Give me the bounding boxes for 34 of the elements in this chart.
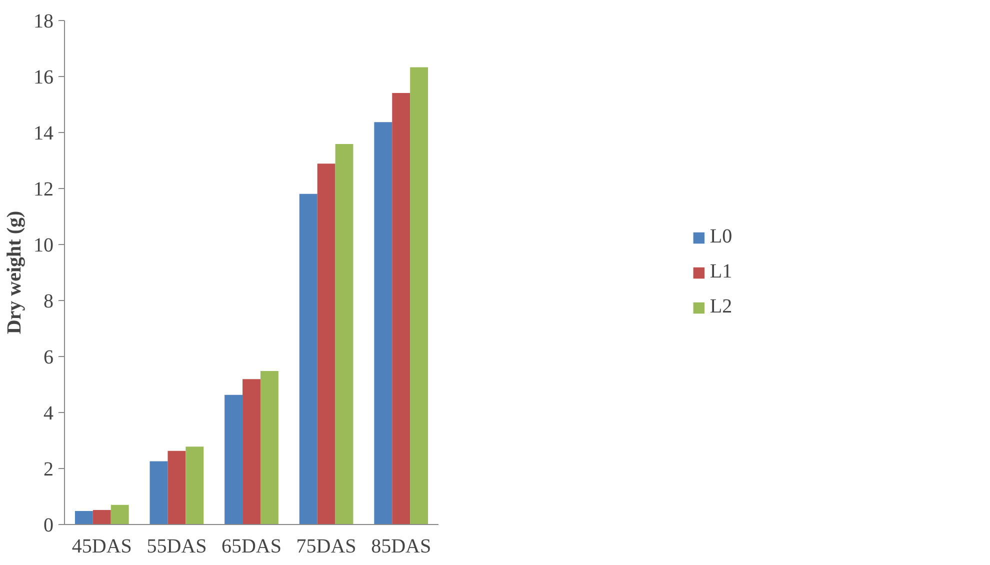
bar (92, 510, 111, 524)
bar (186, 446, 204, 524)
bar (335, 144, 354, 524)
y-tick-label: 12 (34, 178, 54, 200)
y-tick-label: 6 (44, 346, 54, 368)
bar (242, 379, 260, 524)
bar (110, 504, 129, 524)
bar (224, 394, 243, 524)
x-tick-label: 55DAS (146, 536, 207, 558)
y-tick-label: 8 (44, 290, 54, 312)
legend-label: L2 (710, 296, 732, 318)
bar (410, 67, 428, 524)
bar (317, 164, 336, 524)
bar (392, 93, 410, 524)
y-axis-title: Dry weight (g) (4, 210, 26, 334)
x-tick-label: 45DAS (72, 536, 132, 558)
y-tick-label: 10 (34, 234, 54, 256)
y-tick-label: 2 (44, 458, 54, 480)
y-tick-label: 18 (34, 10, 54, 32)
legend-label: L1 (710, 260, 732, 284)
bar (260, 371, 278, 524)
x-tick-label: 75DAS (296, 536, 356, 558)
legend-label: L0 (710, 226, 732, 248)
bar (168, 450, 186, 524)
y-tick-label: 16 (34, 66, 54, 88)
bar (150, 461, 168, 524)
bar (299, 194, 318, 524)
x-tick-label: 85DAS (371, 536, 432, 558)
y-tick-label: 4 (44, 402, 54, 424)
bar (74, 511, 93, 524)
y-tick-label: 14 (34, 122, 54, 144)
x-tick-label: 65DAS (221, 536, 282, 558)
y-tick-label: 0 (44, 514, 54, 536)
bar (374, 122, 392, 524)
